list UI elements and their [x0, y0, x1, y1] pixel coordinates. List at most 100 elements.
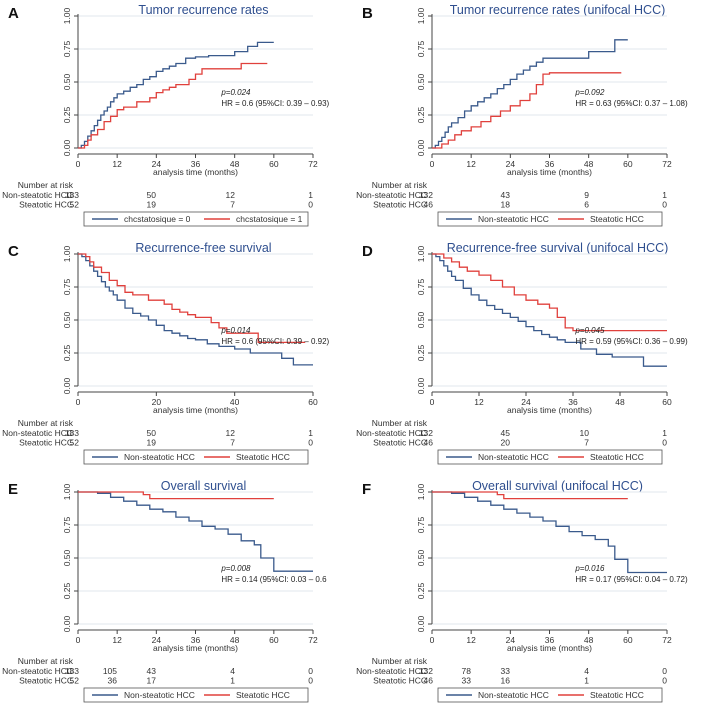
- risk-cell: 1: [662, 428, 667, 438]
- p-value-label: p=0.045: [574, 326, 605, 335]
- km-panel-e: E Overall survival 0.00 0.25 0.50 0.75 1.00 0 12…: [0, 476, 354, 714]
- x-tick-label: 60: [662, 397, 672, 407]
- risk-row-label: Non-steatotic HCC: [2, 428, 73, 438]
- risk-cell: 0: [308, 200, 313, 210]
- risk-cell: 132: [419, 666, 433, 676]
- risk-cell: 46: [424, 676, 434, 686]
- risk-cell: 132: [419, 428, 433, 438]
- risk-cell: 0: [662, 676, 667, 686]
- legend-label: Steatotic HCC: [236, 452, 290, 462]
- risk-cell: 183: [65, 666, 79, 676]
- risk-cell: 16: [501, 676, 511, 686]
- y-tick-label: 1.00: [62, 245, 72, 262]
- x-tick-label: 24: [506, 159, 516, 169]
- x-tick-label: 12: [112, 635, 122, 645]
- x-tick-label: 0: [430, 159, 435, 169]
- x-axis-label: analysis time (months): [153, 405, 238, 415]
- risk-cell: 132: [419, 190, 433, 200]
- risk-cell: 46: [424, 200, 434, 210]
- risk-table-title: Number at risk: [372, 656, 428, 666]
- risk-cell: 0: [308, 676, 313, 686]
- risk-cell: 1: [230, 676, 235, 686]
- x-tick-label: 0: [76, 159, 81, 169]
- y-tick-label: 0.50: [62, 73, 72, 90]
- risk-cell: 7: [230, 438, 235, 448]
- legend-label: Non-steatotic HCC: [478, 452, 549, 462]
- risk-cell: 43: [147, 666, 157, 676]
- risk-cell: 43: [501, 190, 511, 200]
- y-tick-label: 1.00: [62, 483, 72, 500]
- km-chart-b: B Tumor recurrence rates (unifocal HCC) 0.…: [356, 3, 688, 227]
- chart-title: Tumor recurrence rates: [138, 3, 268, 17]
- risk-cell: 50: [147, 190, 157, 200]
- risk-cell: 1: [662, 190, 667, 200]
- legend-label: Non-steatotic HCC: [478, 690, 549, 700]
- y-tick-label: 0.00: [416, 377, 426, 394]
- x-tick-label: 12: [466, 635, 476, 645]
- km-chart-d: D Recurrence-free survival (unifocal HCC)…: [356, 241, 688, 465]
- y-tick-label: 0.75: [62, 278, 72, 295]
- risk-cell: 50: [147, 428, 157, 438]
- risk-cell: 78: [462, 666, 472, 676]
- x-axis-label: analysis time (months): [507, 167, 592, 177]
- risk-cell: 0: [308, 438, 313, 448]
- panel-letter: D: [362, 243, 373, 260]
- y-tick-label: 0.25: [416, 106, 426, 123]
- legend-label: chcstatosique = 0: [124, 214, 191, 224]
- x-tick-label: 72: [308, 159, 318, 169]
- x-tick-label: 48: [230, 159, 240, 169]
- x-tick-label: 0: [430, 397, 435, 407]
- series-line-nonsteatotic: [78, 491, 313, 572]
- x-tick-label: 60: [308, 397, 318, 407]
- y-tick-label: 0.25: [62, 106, 72, 123]
- risk-row-label: Non-steatotic HCC: [356, 190, 427, 200]
- x-tick-label: 60: [623, 635, 633, 645]
- panel-letter: B: [362, 5, 373, 22]
- hazard-ratio-label: HR = 0.14 (95%CI: 0.03 – 0.6: [221, 575, 327, 584]
- x-tick-label: 72: [662, 159, 672, 169]
- legend-label: Non-steatotic HCC: [478, 214, 549, 224]
- series-line-nonsteatotic: [432, 491, 667, 574]
- x-tick-label: 36: [545, 159, 555, 169]
- x-tick-label: 12: [112, 159, 122, 169]
- y-tick-label: 0.75: [62, 40, 72, 57]
- p-value-label: p=0.024: [220, 88, 251, 97]
- risk-cell: 12: [226, 190, 236, 200]
- y-tick-label: 0.25: [62, 344, 72, 361]
- chart-title: Tumor recurrence rates (unifocal HCC): [450, 3, 666, 17]
- x-axis-label: analysis time (months): [507, 643, 592, 653]
- risk-cell: 9: [584, 190, 589, 200]
- km-chart-a: A Tumor recurrence rates 0.00 0.25 0.50 0.75 1…: [2, 3, 330, 227]
- risk-cell: 0: [662, 200, 667, 210]
- y-tick-label: 0.75: [62, 516, 72, 533]
- risk-cell: 4: [230, 666, 235, 676]
- risk-table-title: Number at risk: [372, 418, 428, 428]
- panel-letter: A: [8, 5, 19, 22]
- hazard-ratio-label: HR = 0.63 (95%CI: 0.37 – 1.08): [575, 99, 688, 108]
- risk-cell: 52: [70, 438, 80, 448]
- risk-cell: 4: [584, 666, 589, 676]
- p-value-label: p=0.092: [574, 88, 605, 97]
- x-tick-label: 60: [269, 635, 279, 645]
- x-tick-label: 36: [191, 159, 201, 169]
- risk-cell: 1: [584, 676, 589, 686]
- risk-row-label: Non-steatotic HCC: [356, 428, 427, 438]
- y-tick-label: 0.75: [416, 40, 426, 57]
- legend-label: chcstatosique = 1: [236, 214, 303, 224]
- y-tick-label: 0.75: [416, 516, 426, 533]
- risk-row-label: Steatotic HCC: [19, 200, 73, 210]
- risk-cell: 183: [65, 190, 79, 200]
- y-tick-label: 0.50: [416, 311, 426, 328]
- km-panel-d: D Recurrence-free survival (unifocal HCC)…: [354, 238, 708, 476]
- x-axis-label: analysis time (months): [507, 405, 592, 415]
- legend-label: Steatotic HCC: [236, 690, 290, 700]
- series-line-nonsteatotic: [432, 253, 667, 367]
- km-chart-f: F Overall survival (unifocal HCC) 0.00 0.25…: [356, 479, 688, 703]
- x-tick-label: 0: [76, 635, 81, 645]
- legend-box: [83, 687, 309, 703]
- series-line-steatotic: [432, 253, 667, 332]
- legend-box: [437, 687, 663, 703]
- risk-cell: 52: [70, 200, 80, 210]
- series-line-nonsteatotic: [78, 253, 313, 366]
